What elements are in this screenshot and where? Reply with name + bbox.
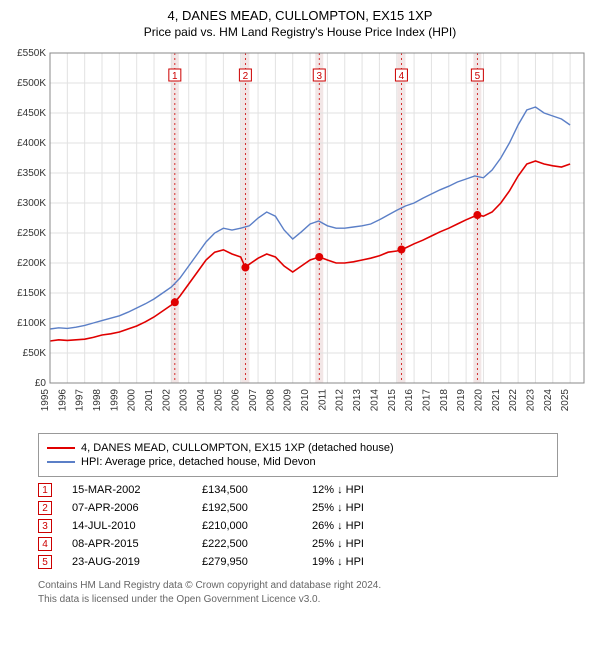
sale-marker: 2 [38, 501, 52, 515]
sale-row: 4 08-APR-2015 £222,500 25% ↓ HPI [38, 537, 592, 551]
sale-date: 23-AUG-2019 [72, 556, 182, 568]
legend-label: HPI: Average price, detached house, Mid … [81, 456, 316, 468]
svg-text:£500K: £500K [17, 78, 46, 89]
sale-diff: 12% ↓ HPI [312, 484, 412, 496]
svg-text:1998: 1998 [92, 389, 103, 412]
svg-text:2022: 2022 [508, 389, 519, 412]
svg-text:1996: 1996 [57, 389, 68, 412]
sale-row: 5 23-AUG-2019 £279,950 19% ↓ HPI [38, 555, 592, 569]
svg-text:£50K: £50K [23, 348, 47, 359]
legend-swatch [47, 461, 75, 463]
svg-text:2020: 2020 [473, 389, 484, 412]
svg-text:£300K: £300K [17, 198, 46, 209]
svg-text:2010: 2010 [300, 389, 311, 412]
sale-marker: 3 [38, 519, 52, 533]
sale-date: 15-MAR-2002 [72, 484, 182, 496]
svg-text:£150K: £150K [17, 288, 46, 299]
svg-text:2015: 2015 [387, 389, 398, 412]
svg-text:2018: 2018 [439, 389, 450, 412]
svg-text:4: 4 [399, 71, 405, 82]
svg-text:2009: 2009 [283, 389, 294, 412]
svg-text:2012: 2012 [335, 389, 346, 412]
svg-text:£400K: £400K [17, 138, 46, 149]
svg-text:£450K: £450K [17, 108, 46, 119]
sale-diff: 19% ↓ HPI [312, 556, 412, 568]
price-chart: £0 £50K £100K £150K £200K £250K £300K £350K £400… [8, 45, 592, 425]
svg-text:£250K: £250K [17, 228, 46, 239]
svg-text:1999: 1999 [109, 389, 120, 412]
sale-price: £134,500 [202, 484, 292, 496]
svg-text:2005: 2005 [213, 389, 224, 412]
sale-date: 08-APR-2015 [72, 538, 182, 550]
footer: Contains HM Land Registry data © Crown c… [38, 579, 592, 607]
svg-text:£350K: £350K [17, 168, 46, 179]
legend-row: 4, DANES MEAD, CULLOMPTON, EX15 1XP (det… [47, 442, 549, 454]
svg-text:1: 1 [172, 71, 178, 82]
chart-svg: £0 £50K £100K £150K £200K £250K £300K £350K £400… [8, 45, 592, 425]
footer-line-2: This data is licensed under the Open Gov… [38, 593, 592, 607]
legend-swatch [47, 447, 75, 449]
svg-text:2025: 2025 [560, 389, 571, 412]
svg-text:2024: 2024 [543, 389, 554, 412]
legend-row: HPI: Average price, detached house, Mid … [47, 456, 549, 468]
sale-price: £210,000 [202, 520, 292, 532]
svg-text:2019: 2019 [456, 389, 467, 412]
svg-text:£550K: £550K [17, 48, 46, 59]
svg-text:2000: 2000 [127, 389, 138, 412]
svg-text:2017: 2017 [421, 389, 432, 412]
title-block: 4, DANES MEAD, CULLOMPTON, EX15 1XP Pric… [8, 8, 592, 39]
svg-text:2021: 2021 [491, 389, 502, 412]
svg-text:2008: 2008 [265, 389, 276, 412]
sale-row: 2 07-APR-2006 £192,500 25% ↓ HPI [38, 501, 592, 515]
sale-date: 14-JUL-2010 [72, 520, 182, 532]
svg-text:2006: 2006 [231, 389, 242, 412]
svg-text:2016: 2016 [404, 389, 415, 412]
svg-text:2004: 2004 [196, 389, 207, 412]
legend: 4, DANES MEAD, CULLOMPTON, EX15 1XP (det… [38, 433, 558, 477]
svg-text:£200K: £200K [17, 258, 46, 269]
svg-text:1997: 1997 [75, 389, 86, 412]
sale-row: 1 15-MAR-2002 £134,500 12% ↓ HPI [38, 483, 592, 497]
title-line-2: Price paid vs. HM Land Registry's House … [8, 25, 592, 39]
svg-text:2001: 2001 [144, 389, 155, 412]
sale-price: £279,950 [202, 556, 292, 568]
sale-diff: 26% ↓ HPI [312, 520, 412, 532]
svg-text:2013: 2013 [352, 389, 363, 412]
sale-price: £222,500 [202, 538, 292, 550]
sale-diff: 25% ↓ HPI [312, 538, 412, 550]
svg-text:2002: 2002 [161, 389, 172, 412]
svg-text:2: 2 [243, 71, 249, 82]
svg-text:2023: 2023 [525, 389, 536, 412]
svg-text:2007: 2007 [248, 389, 259, 412]
svg-text:£100K: £100K [17, 318, 46, 329]
sale-marker: 4 [38, 537, 52, 551]
svg-text:3: 3 [316, 71, 322, 82]
sale-row: 3 14-JUL-2010 £210,000 26% ↓ HPI [38, 519, 592, 533]
sale-marker: 5 [38, 555, 52, 569]
svg-text:5: 5 [475, 71, 481, 82]
sales-table: 1 15-MAR-2002 £134,500 12% ↓ HPI 2 07-APR-200… [38, 483, 592, 569]
title-line-1: 4, DANES MEAD, CULLOMPTON, EX15 1XP [8, 8, 592, 23]
svg-text:2011: 2011 [317, 389, 328, 411]
footer-line-1: Contains HM Land Registry data © Crown c… [38, 579, 592, 593]
sale-diff: 25% ↓ HPI [312, 502, 412, 514]
svg-text:£0: £0 [35, 378, 47, 389]
svg-text:1995: 1995 [40, 389, 51, 412]
sale-date: 07-APR-2006 [72, 502, 182, 514]
svg-text:2003: 2003 [179, 389, 190, 412]
svg-text:2014: 2014 [369, 389, 380, 412]
sale-price: £192,500 [202, 502, 292, 514]
legend-label: 4, DANES MEAD, CULLOMPTON, EX15 1XP (det… [81, 442, 394, 454]
sale-marker: 1 [38, 483, 52, 497]
